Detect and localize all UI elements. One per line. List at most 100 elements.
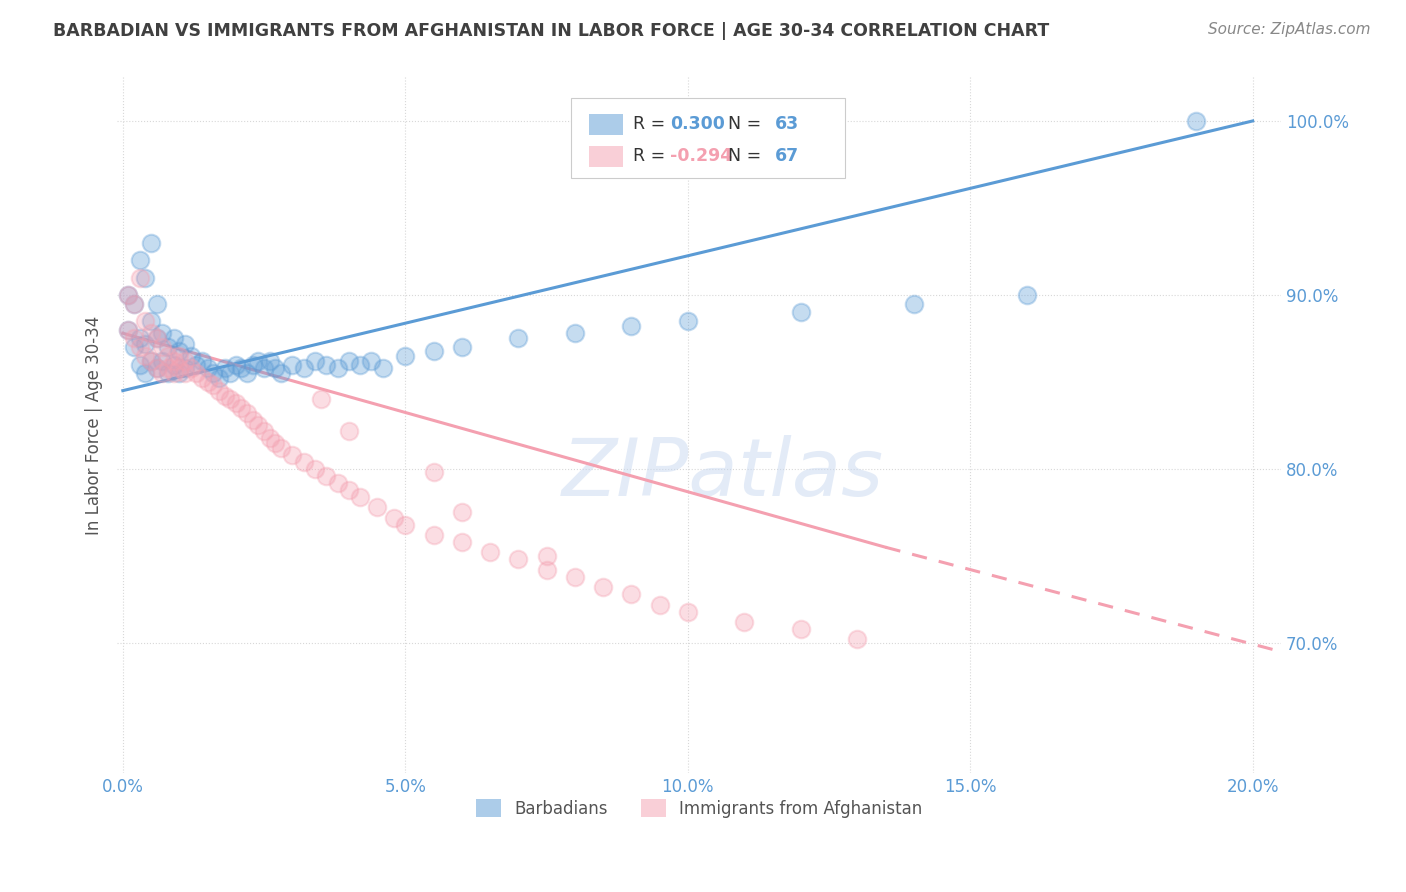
Point xyxy=(846,632,869,647)
Point xyxy=(134,349,156,363)
Point xyxy=(360,354,382,368)
Legend: Barbadians, Immigrants from Afghanistan: Barbadians, Immigrants from Afghanistan xyxy=(470,793,929,824)
Point xyxy=(247,418,270,433)
Point xyxy=(169,366,191,380)
Point xyxy=(208,371,231,385)
Point xyxy=(1185,114,1208,128)
Point xyxy=(236,366,259,380)
Point xyxy=(145,361,167,376)
Point xyxy=(253,424,276,438)
Point xyxy=(676,605,699,619)
Point xyxy=(564,570,586,584)
Point xyxy=(174,336,197,351)
Point xyxy=(145,361,167,376)
Point xyxy=(236,406,259,420)
Point xyxy=(242,358,264,372)
Point xyxy=(309,392,332,407)
Point xyxy=(186,366,208,380)
Point xyxy=(174,366,197,380)
Point xyxy=(145,296,167,310)
Point xyxy=(134,366,156,380)
Point xyxy=(180,361,202,376)
Point xyxy=(157,361,180,376)
Point xyxy=(163,354,186,368)
Point xyxy=(270,366,292,380)
Point xyxy=(564,326,586,341)
Point xyxy=(117,288,139,302)
Point xyxy=(191,371,214,385)
Point xyxy=(169,361,191,376)
Point xyxy=(191,354,214,368)
Y-axis label: In Labor Force | Age 30-34: In Labor Force | Age 30-34 xyxy=(86,316,103,535)
Point xyxy=(231,401,253,415)
Point xyxy=(150,326,173,341)
Point xyxy=(128,331,150,345)
Point xyxy=(349,490,371,504)
Text: 0.300: 0.300 xyxy=(671,115,725,133)
Point xyxy=(790,305,813,319)
Point xyxy=(292,361,315,376)
Text: BARBADIAN VS IMMIGRANTS FROM AFGHANISTAN IN LABOR FORCE | AGE 30-34 CORRELATION : BARBADIAN VS IMMIGRANTS FROM AFGHANISTAN… xyxy=(53,22,1050,40)
Point xyxy=(139,235,162,250)
Point xyxy=(128,340,150,354)
Point xyxy=(508,552,530,566)
Point xyxy=(281,358,304,372)
Text: R =: R = xyxy=(633,147,671,165)
Point xyxy=(128,253,150,268)
Point xyxy=(349,358,371,372)
Point xyxy=(648,598,671,612)
Point xyxy=(163,358,186,372)
Text: 63: 63 xyxy=(775,115,799,133)
Point xyxy=(1015,288,1038,302)
Point xyxy=(225,396,247,410)
Point xyxy=(253,361,276,376)
Point xyxy=(150,354,173,368)
Point xyxy=(422,466,444,480)
Point xyxy=(128,270,150,285)
Point xyxy=(122,331,145,345)
Point xyxy=(315,469,337,483)
Point xyxy=(508,331,530,345)
Point xyxy=(197,375,219,389)
Point xyxy=(371,361,394,376)
Text: R =: R = xyxy=(633,115,671,133)
Point xyxy=(382,510,405,524)
Point xyxy=(592,580,614,594)
Point xyxy=(242,413,264,427)
Point xyxy=(219,392,242,407)
Point xyxy=(150,366,173,380)
Point xyxy=(202,378,225,392)
Point xyxy=(122,296,145,310)
Point xyxy=(270,441,292,455)
Point xyxy=(174,361,197,376)
Point xyxy=(122,296,145,310)
Point xyxy=(366,500,388,515)
Point xyxy=(259,354,281,368)
Point xyxy=(150,340,173,354)
Point xyxy=(169,349,191,363)
Point xyxy=(139,326,162,341)
Point xyxy=(733,615,755,629)
Point xyxy=(479,545,502,559)
Point xyxy=(219,366,242,380)
Point xyxy=(620,587,643,601)
Text: -0.294: -0.294 xyxy=(671,147,733,165)
Point xyxy=(620,319,643,334)
FancyBboxPatch shape xyxy=(571,98,845,178)
Point xyxy=(169,343,191,358)
Text: N =: N = xyxy=(728,115,766,133)
Point xyxy=(157,340,180,354)
Point xyxy=(292,455,315,469)
Point xyxy=(180,349,202,363)
Point xyxy=(337,424,360,438)
Point xyxy=(139,354,162,368)
Point xyxy=(157,366,180,380)
Point xyxy=(264,435,287,450)
Point xyxy=(157,349,180,363)
Point xyxy=(208,384,231,398)
Point xyxy=(394,349,416,363)
Point xyxy=(422,528,444,542)
Text: Source: ZipAtlas.com: Source: ZipAtlas.com xyxy=(1208,22,1371,37)
Text: 67: 67 xyxy=(775,147,799,165)
Point xyxy=(903,296,925,310)
